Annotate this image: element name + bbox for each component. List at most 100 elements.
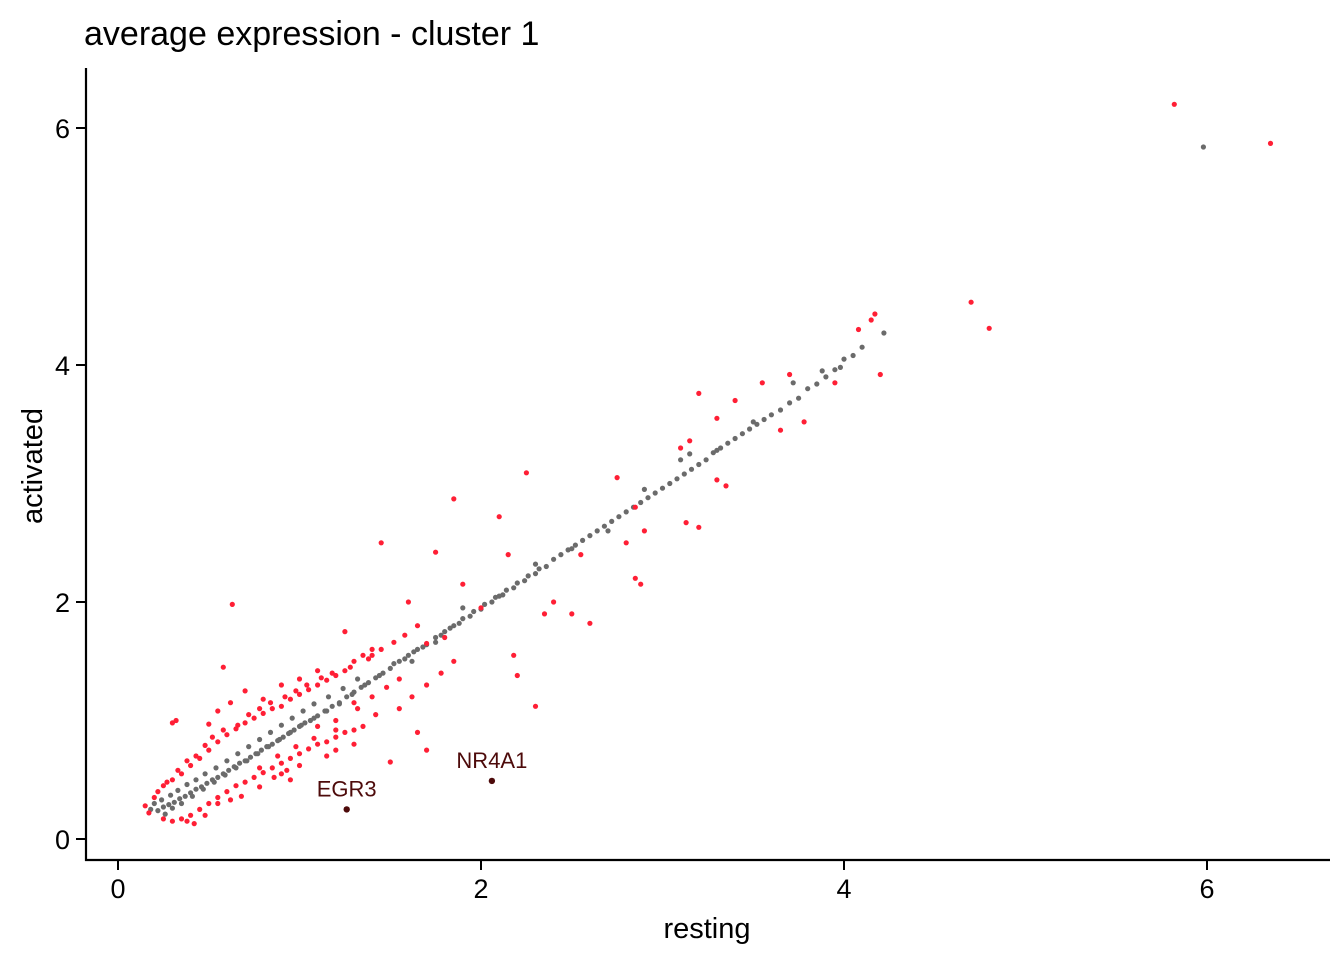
data-point [267,700,274,706]
data-point [868,317,874,323]
data-point [696,524,702,530]
data-point [296,676,303,682]
data-point [351,741,357,747]
data-point [496,514,502,520]
data-point [333,747,339,753]
data-point [587,620,593,626]
data-point [206,800,212,807]
data-point [396,706,402,712]
data-point [324,739,330,745]
data-point [193,753,199,759]
data-point [532,561,539,567]
data-point [222,772,228,778]
data-point [171,799,177,805]
data-point [202,812,208,818]
data-point [424,640,430,647]
data-point [424,682,430,688]
data-point [801,419,807,425]
data-point [324,753,330,759]
data-point [614,475,620,481]
data-point [209,734,215,740]
data-point [525,573,531,579]
data-point [142,803,148,809]
data-point [257,706,263,712]
data-point [336,701,342,707]
data-point [164,779,170,785]
data-point [609,518,615,525]
data-point [215,794,221,801]
x-axis-label: resting [663,913,750,945]
data-point [514,672,520,679]
data-point [587,533,593,539]
data-point [623,509,629,515]
data-point [289,715,295,721]
data-point [616,514,622,520]
data-point [242,720,248,726]
data-point [260,696,266,702]
data-point [569,611,575,617]
data-point [832,367,838,373]
data-point [850,352,856,359]
data-point [532,571,539,577]
y-tick-label: 2 [55,588,70,618]
data-point [224,732,230,738]
data-point [184,818,190,824]
data-point [703,457,709,463]
data-point [278,703,284,709]
data-point [257,765,263,771]
data-point [175,767,181,773]
data-point [318,675,324,681]
data-point [777,427,784,433]
data-point [215,708,221,714]
data-point [166,802,172,808]
data-point [342,729,348,736]
data-point [819,368,825,374]
data-point [324,677,330,683]
data-point [251,774,257,781]
data-point [315,723,321,730]
data-point [296,751,303,757]
data-point [351,658,357,664]
data-point [536,566,542,572]
data-point [522,578,528,584]
data-point [325,694,332,700]
data-point [298,722,304,728]
data-point [151,794,157,801]
data-point [315,741,321,747]
data-point [855,326,862,333]
data-point [732,397,738,404]
data-point [723,483,729,489]
data-point [342,629,348,635]
data-point [442,629,448,635]
data-point [387,665,393,672]
data-point [162,811,168,817]
data-point [280,734,286,740]
data-point [177,796,183,802]
data-point [747,426,753,432]
data-point [275,753,281,759]
data-point [482,601,488,608]
data-point [687,438,693,444]
data-point [233,765,239,771]
data-point [460,581,466,587]
data-point [365,656,372,662]
data-point [369,646,375,653]
data-point [197,755,203,762]
data-point [877,371,883,378]
data-point [632,504,638,510]
data-point [402,632,408,638]
data-point [184,758,190,764]
data-point [215,774,221,781]
data-point [329,670,335,676]
data-point [340,685,346,692]
data-point [551,599,557,605]
data-point [235,722,241,728]
data-point [269,706,275,712]
data-point [638,581,644,587]
data-point [206,747,212,753]
data-point [287,696,293,702]
data-point [805,386,811,392]
data-point [224,758,230,764]
data-point [182,793,188,799]
data-point [258,747,264,753]
